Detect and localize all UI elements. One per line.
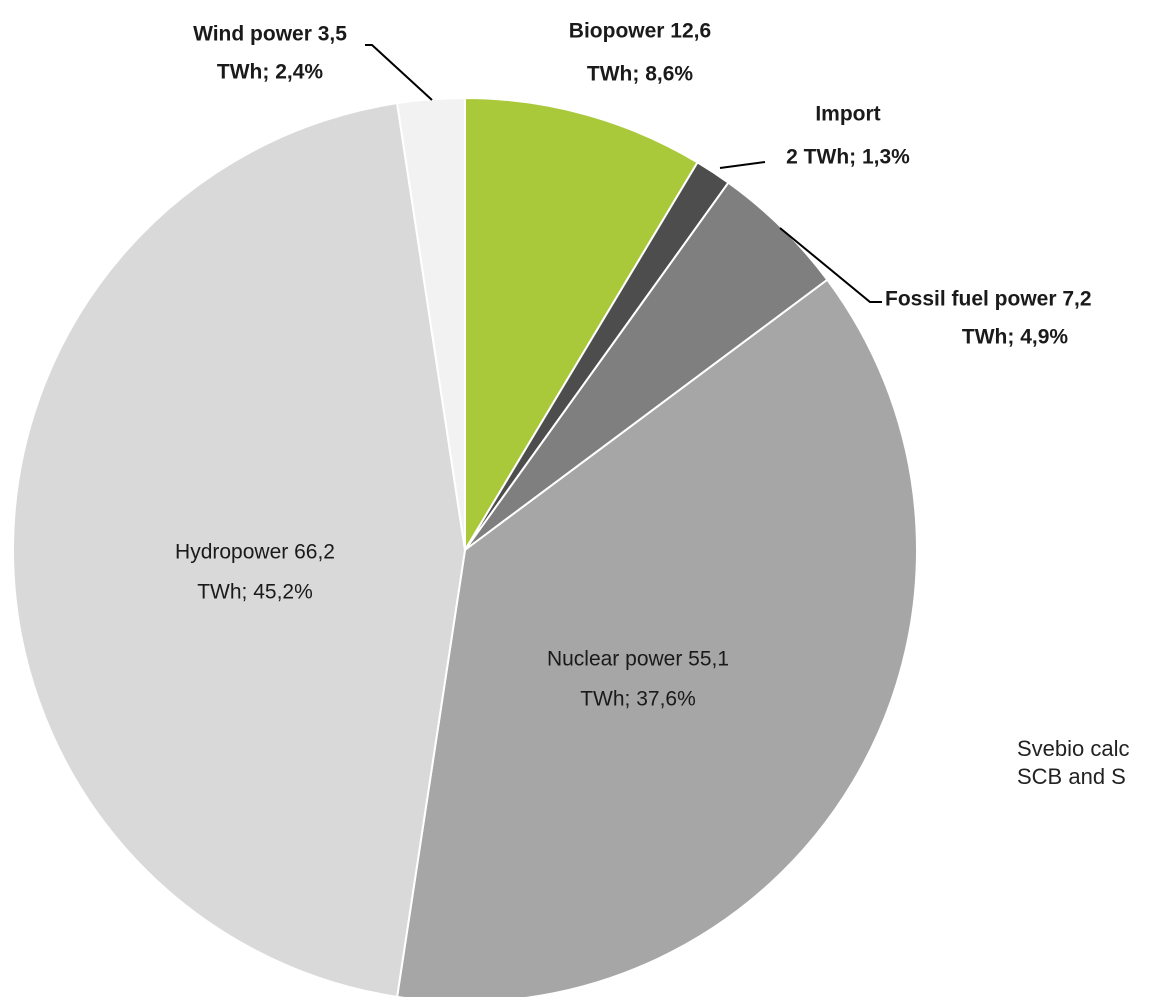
pie-slice [12,101,467,997]
data-label: Fossil fuel power 7,2 [885,288,1092,311]
data-label: Wind power 3,5 [193,23,347,46]
data-label: TWh; 4,9% [962,326,1068,349]
pie-slice [396,278,918,997]
data-label: TWh; 2,4% [217,61,323,84]
data-label: 2 TWh; 1,3% [786,146,910,169]
data-label: TWh; 8,6% [587,63,693,86]
data-label: Biopower 12,6 [569,20,711,43]
leader-line [779,227,882,303]
pie-slice [464,96,699,554]
data-label: Hydropower 66,2 [175,541,335,564]
leader-line [719,161,766,169]
data-label: Nuclear power 55,1 [547,648,729,671]
source-line: Svebio calc [1017,736,1130,761]
data-label: TWh; 37,6% [580,688,696,711]
data-label: TWh; 45,2% [197,581,313,604]
data-label: Import [815,103,880,126]
leader-line [365,44,433,101]
source-line: SCB and S [1017,764,1126,789]
